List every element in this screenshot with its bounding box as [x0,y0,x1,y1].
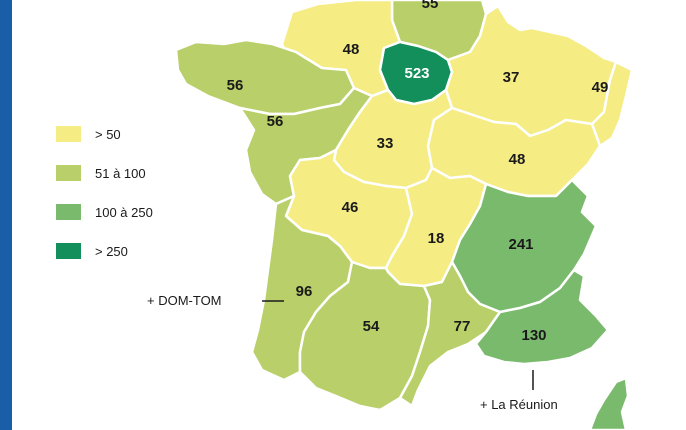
legend-item: 100 à 250 [56,202,153,222]
legend-item: > 50 [56,124,153,144]
legend-label: 100 à 250 [95,204,153,220]
callout-reunion: + La Réunion [480,397,558,412]
value-label-bretagne: 56 [227,77,244,94]
callout-dom-tom: + DOM-TOM [147,293,222,308]
legend-swatch [56,243,81,259]
legend-item: > 250 [56,241,153,261]
value-label-paca: 130 [521,327,546,344]
frame-border [0,0,12,430]
legend-label: > 250 [95,243,128,259]
value-label-alsace: 49 [592,79,609,96]
value-label-poitou-limousin: 46 [342,199,359,216]
legend-swatch [56,204,81,220]
region-paca[interactable] [474,268,610,366]
legend-label: > 50 [95,126,121,142]
region-midi-pyrenees[interactable] [298,260,432,412]
value-label-midi-pyrenees: 54 [363,318,380,335]
value-label-auvergne: 18 [428,230,445,247]
value-label-centre: 33 [377,135,394,152]
value-label-nord: 55 [422,0,439,12]
legend-swatch [56,165,81,181]
legend-item: 51 à 100 [56,163,153,183]
legend-swatch [56,126,81,142]
value-label-aquitaine: 96 [296,283,313,300]
value-label-rhone-alpes: 241 [508,236,533,253]
value-label-ile-de-france: 523 [404,65,429,82]
value-label-champagne: 37 [503,69,520,86]
map-legend: > 50 51 à 100 100 à 250 > 250 [56,124,153,280]
value-label-languedoc: 77 [454,318,471,335]
region-corse[interactable] [588,376,630,430]
value-label-bourgogne: 48 [509,151,526,168]
value-label-pays-de-la-loire: 56 [267,113,284,130]
legend-label: 51 à 100 [95,165,146,181]
region-alsace[interactable] [590,60,634,148]
region-languedoc[interactable] [398,260,502,408]
value-label-haute-normandie: 48 [343,41,360,58]
